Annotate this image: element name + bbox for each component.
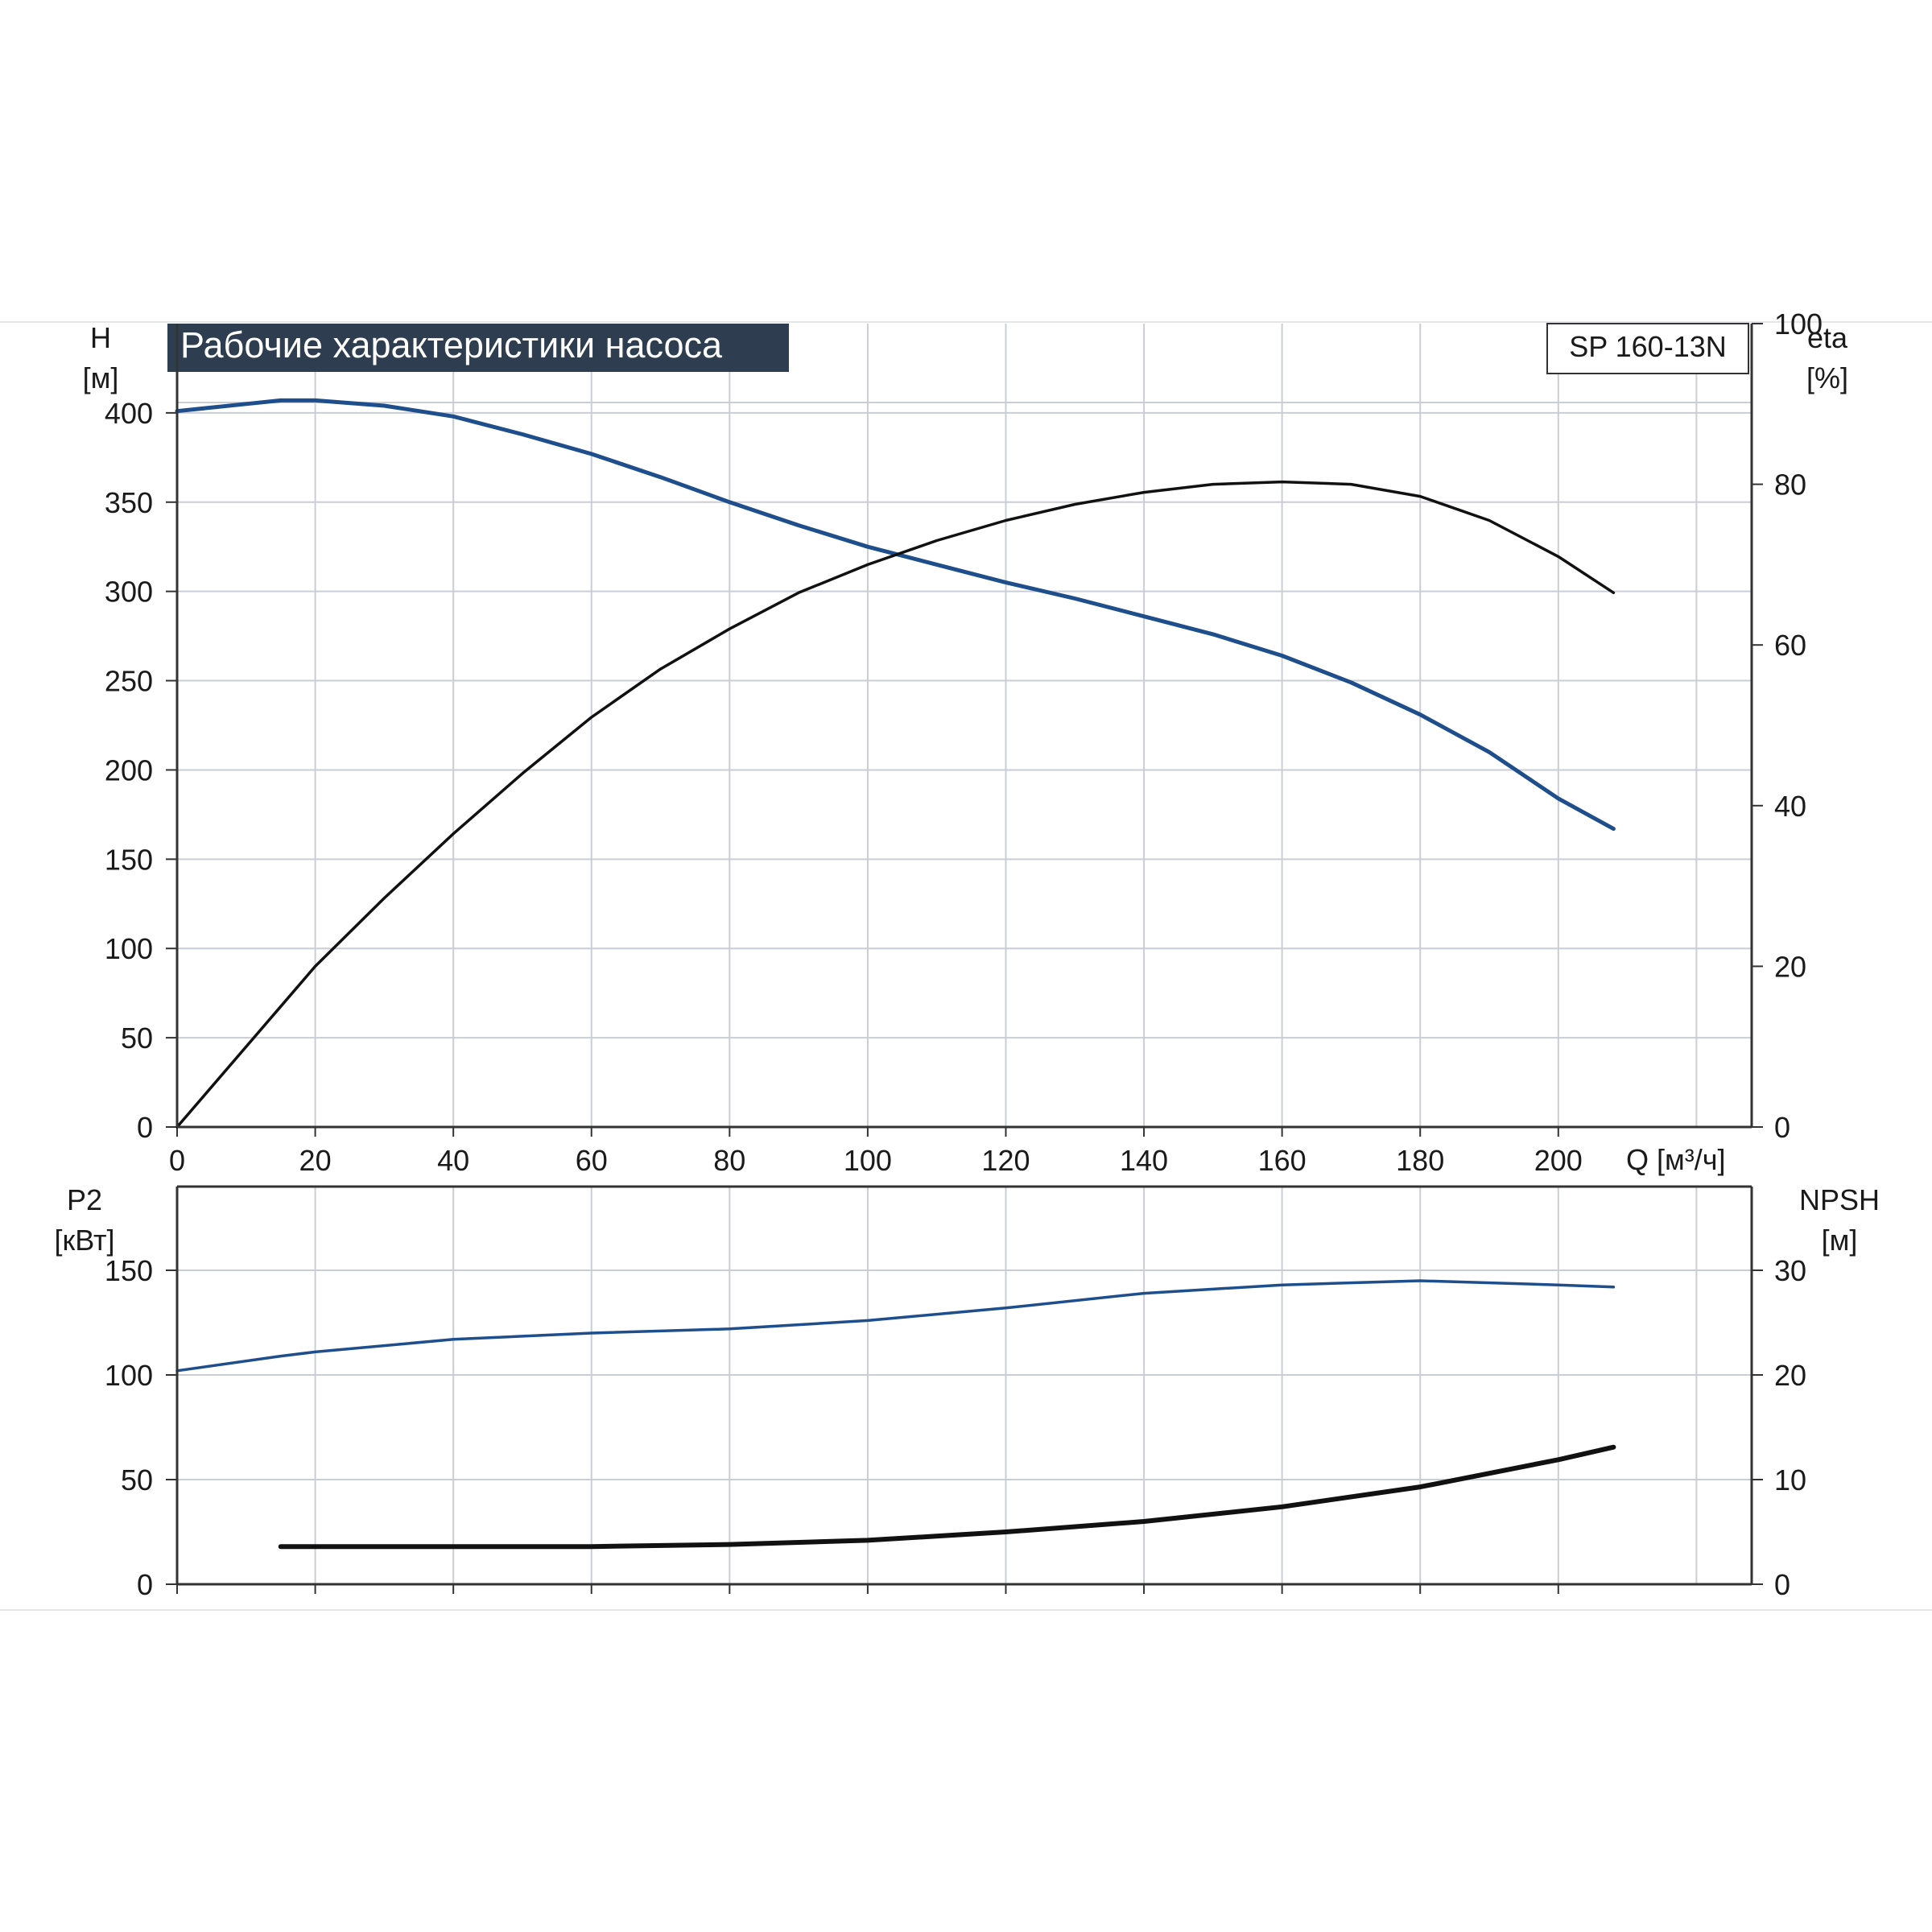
model-label: SP 160-13N [1569,330,1726,363]
left-tick-label-0: 0 [137,1111,153,1144]
right-tick-label-60: 60 [1774,629,1806,662]
right-tick-label-10: 10 [1774,1463,1806,1496]
series-line-0-0 [175,398,1616,832]
series-line-1-1 [278,1444,1616,1550]
npsh-axis-unit: [м] [1822,1224,1858,1257]
right-tick-label-20: 20 [1774,1359,1806,1392]
right-tick-label-100: 100 [1774,308,1823,341]
x-tick-label-60: 60 [576,1144,608,1177]
x-tick-label-180: 180 [1396,1144,1444,1177]
upper-grid [177,324,1752,1127]
left-tick-label-50: 50 [121,1022,153,1055]
plot-frames [175,324,1753,1586]
title-banner [167,324,789,372]
right-tick-label-30: 30 [1774,1254,1806,1287]
left-tick-label-300: 300 [105,576,153,609]
p2-axis-title: P2 [67,1183,102,1216]
left-tick-label-250: 250 [105,665,153,698]
page-divider-top [0,321,1932,323]
q-axis-label: Q [м³/ч] [1626,1143,1726,1176]
right-tick-label-20: 20 [1774,950,1806,983]
x-tick-label-120: 120 [981,1144,1030,1177]
left-tick-label-200: 200 [105,753,153,786]
right-tick-label-0: 0 [1774,1111,1790,1144]
h-axis-unit: [м] [83,361,119,394]
left-tick-label-100: 100 [105,1359,153,1392]
lower-tick-labels: 0 50 100 150 0 10 20 30 [105,1254,1806,1601]
x-tick-label-40: 40 [437,1144,469,1177]
left-tick-label-350: 350 [105,486,153,519]
left-tick-label-150: 150 [105,843,153,876]
left-tick-label-50: 50 [121,1463,153,1496]
x-tick-label-80: 80 [713,1144,745,1177]
model-box [1546,323,1749,374]
h-axis-title: H [90,321,111,354]
eta-axis-title: eta [1807,321,1848,354]
series-line-1-0 [175,1279,1616,1373]
left-tick-label-150: 150 [105,1254,153,1287]
left-tick-label-400: 400 [105,397,153,430]
x-tick-label-100: 100 [844,1144,892,1177]
upper-series [175,398,1616,1129]
x-tick-label-0: 0 [169,1144,185,1177]
eta-axis-unit: [%] [1806,361,1848,394]
lower-grid [177,1187,1752,1584]
x-tick-label-20: 20 [299,1144,332,1177]
left-tick-label-0: 0 [137,1568,153,1601]
right-tick-label-0: 0 [1774,1568,1790,1601]
npsh-axis-title: NPSH [1799,1183,1880,1216]
x-tick-label-200: 200 [1534,1144,1583,1177]
p2-axis-unit: [кВт] [54,1224,114,1257]
chart-title: Рабочие характеристики насоса [180,324,723,365]
right-tick-label-40: 40 [1774,790,1806,823]
page-divider-bottom [0,1609,1932,1611]
x-tick-label-160: 160 [1258,1144,1307,1177]
series-line-0-1 [175,480,1616,1129]
left-tick-label-100: 100 [105,932,153,965]
x-tick-label-140: 140 [1120,1144,1168,1177]
right-tick-label-80: 80 [1774,469,1806,502]
upper-tick-labels: 0 50 100 150 200 250 300 350 400 0 20 40 60 80 100 0 20 4… [105,308,1823,1177]
lower-series [175,1279,1616,1550]
